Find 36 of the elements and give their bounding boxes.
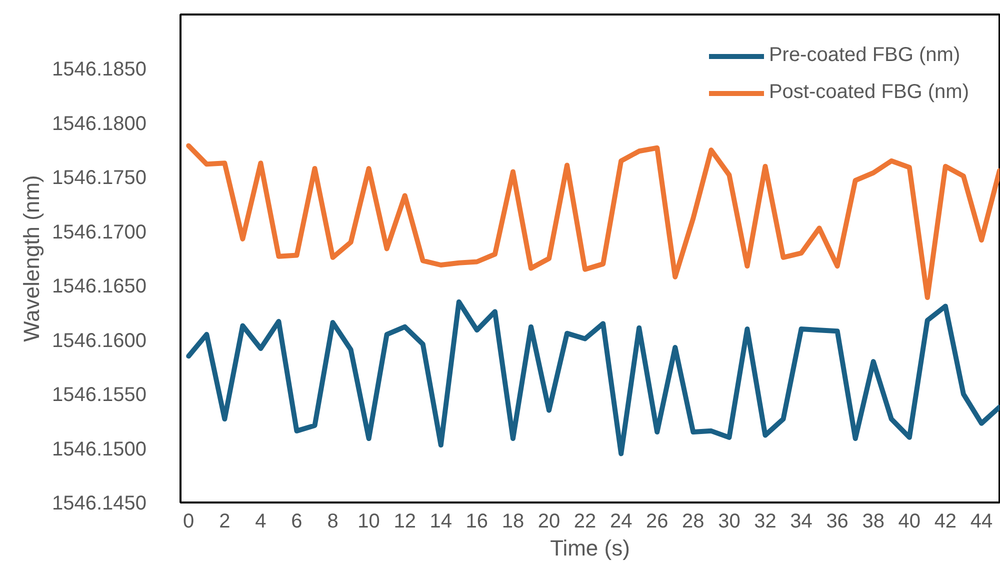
x-tick-label: 32 <box>754 510 776 532</box>
x-tick-label: 44 <box>970 510 993 532</box>
y-tick-label: 1546.1700 <box>52 221 147 244</box>
y-tick-label: 1546.1500 <box>52 438 147 460</box>
x-tick-label: 20 <box>538 510 560 532</box>
x-tick-label: 24 <box>610 510 632 532</box>
x-tick-label: 4 <box>255 510 266 532</box>
y-tick-label: 1546.1650 <box>52 276 147 298</box>
x-tick-label: 18 <box>502 510 524 532</box>
x-tick-label: 30 <box>718 510 740 532</box>
x-tick-label: 6 <box>291 510 302 532</box>
x-tick-label: 22 <box>574 510 596 532</box>
y-tick-label: 1546.1850 <box>52 58 147 81</box>
y-axis-title: Wavelength (nm) <box>18 175 44 342</box>
x-tick-label: 42 <box>934 510 957 532</box>
legend-label: Post-coated FBG (nm) <box>768 81 969 104</box>
x-tick-label: 36 <box>826 510 848 532</box>
y-tick-label: 1546.1750 <box>52 167 147 190</box>
x-tick-label: 0 <box>183 510 194 532</box>
x-tick-label: 16 <box>466 510 488 532</box>
x-tick-label: 8 <box>327 510 338 532</box>
x-tick-label: 14 <box>430 510 452 532</box>
y-tick-label: 1546.1800 <box>52 112 147 135</box>
x-tick-label: 34 <box>790 510 812 532</box>
y-tick-label: 1546.1600 <box>52 330 147 352</box>
x-tick-label: 2 <box>219 510 230 532</box>
y-tick-label: 1546.1450 <box>52 492 147 514</box>
x-tick-label: 38 <box>862 510 884 532</box>
x-axis-title: Time (s) <box>550 536 630 560</box>
legend-label: Pre-coated FBG (nm) <box>768 44 960 67</box>
x-tick-label: 12 <box>394 510 416 532</box>
x-tick-label: 40 <box>898 510 921 532</box>
x-tick-label: 10 <box>358 510 380 532</box>
y-tick-label: 1546.1550 <box>52 384 147 406</box>
x-tick-label: 26 <box>646 510 668 532</box>
x-tick-label: 28 <box>682 510 704 532</box>
